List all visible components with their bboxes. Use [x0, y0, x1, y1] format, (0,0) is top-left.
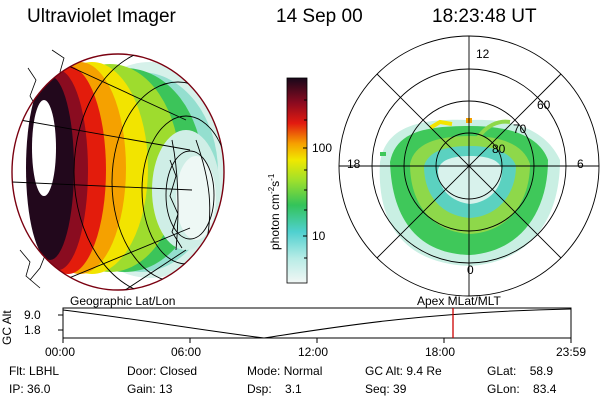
- door-field: Door: Closed: [127, 364, 198, 378]
- ip-field: IP: 36.0: [9, 382, 51, 396]
- mlt-label-0: 0: [467, 263, 474, 277]
- mlat-label-80: 80: [492, 142, 506, 156]
- glat-field: GLat: 58.9: [487, 364, 554, 378]
- flt-field: Flt: LBHL: [9, 364, 60, 378]
- header-time: 18:23:48 UT: [432, 6, 537, 27]
- mode-field: Mode: Normal: [247, 364, 323, 378]
- mlt-label-12: 12: [476, 47, 490, 61]
- polar-panel-label: Apex MLat/MLT: [417, 294, 501, 308]
- gc-alt-field: GC Alt: 9.4 Re: [365, 364, 442, 378]
- timeline-ytick-bottom: 1.8: [24, 323, 41, 337]
- mlat-label-70: 70: [513, 122, 527, 136]
- timeline-xtick: 18:00: [425, 345, 456, 359]
- dsp-field: Dsp: 3.1: [247, 382, 302, 396]
- timeline-ylabel: GC Alt: [0, 310, 14, 345]
- polar-grid: [338, 35, 600, 297]
- instrument-title: Ultraviolet Imager: [27, 6, 176, 27]
- header-date: 14 Sep 00: [276, 6, 363, 27]
- timeline-plot: [58, 307, 572, 343]
- colorbar: [286, 77, 308, 284]
- timeline-xtick: 00:00: [45, 345, 76, 359]
- colorbar-tick-100: 100: [312, 141, 333, 155]
- timeline-ytick-top: 9.0: [24, 308, 41, 322]
- geographic-image: [11, 49, 225, 291]
- seq-field: Seq: 39: [365, 382, 407, 396]
- mlat-label-60: 60: [537, 98, 551, 112]
- timeline-xtick: 12:00: [298, 345, 329, 359]
- geographic-panel-label: Geographic Lat/Lon: [70, 294, 176, 308]
- timeline-xtick: 06:00: [171, 345, 202, 359]
- gain-field: Gain: 13: [127, 382, 173, 396]
- polar-image: [338, 35, 600, 297]
- colorbar-tick-10: 10: [312, 229, 326, 243]
- colorbar-unit-label: photon cm-2s-1: [267, 173, 282, 250]
- timeline-xtick: 23:59: [556, 345, 587, 359]
- mlt-label-18: 18: [347, 157, 361, 171]
- glon-field: GLon: 83.4: [487, 382, 557, 396]
- mlt-label-6: 6: [577, 157, 584, 171]
